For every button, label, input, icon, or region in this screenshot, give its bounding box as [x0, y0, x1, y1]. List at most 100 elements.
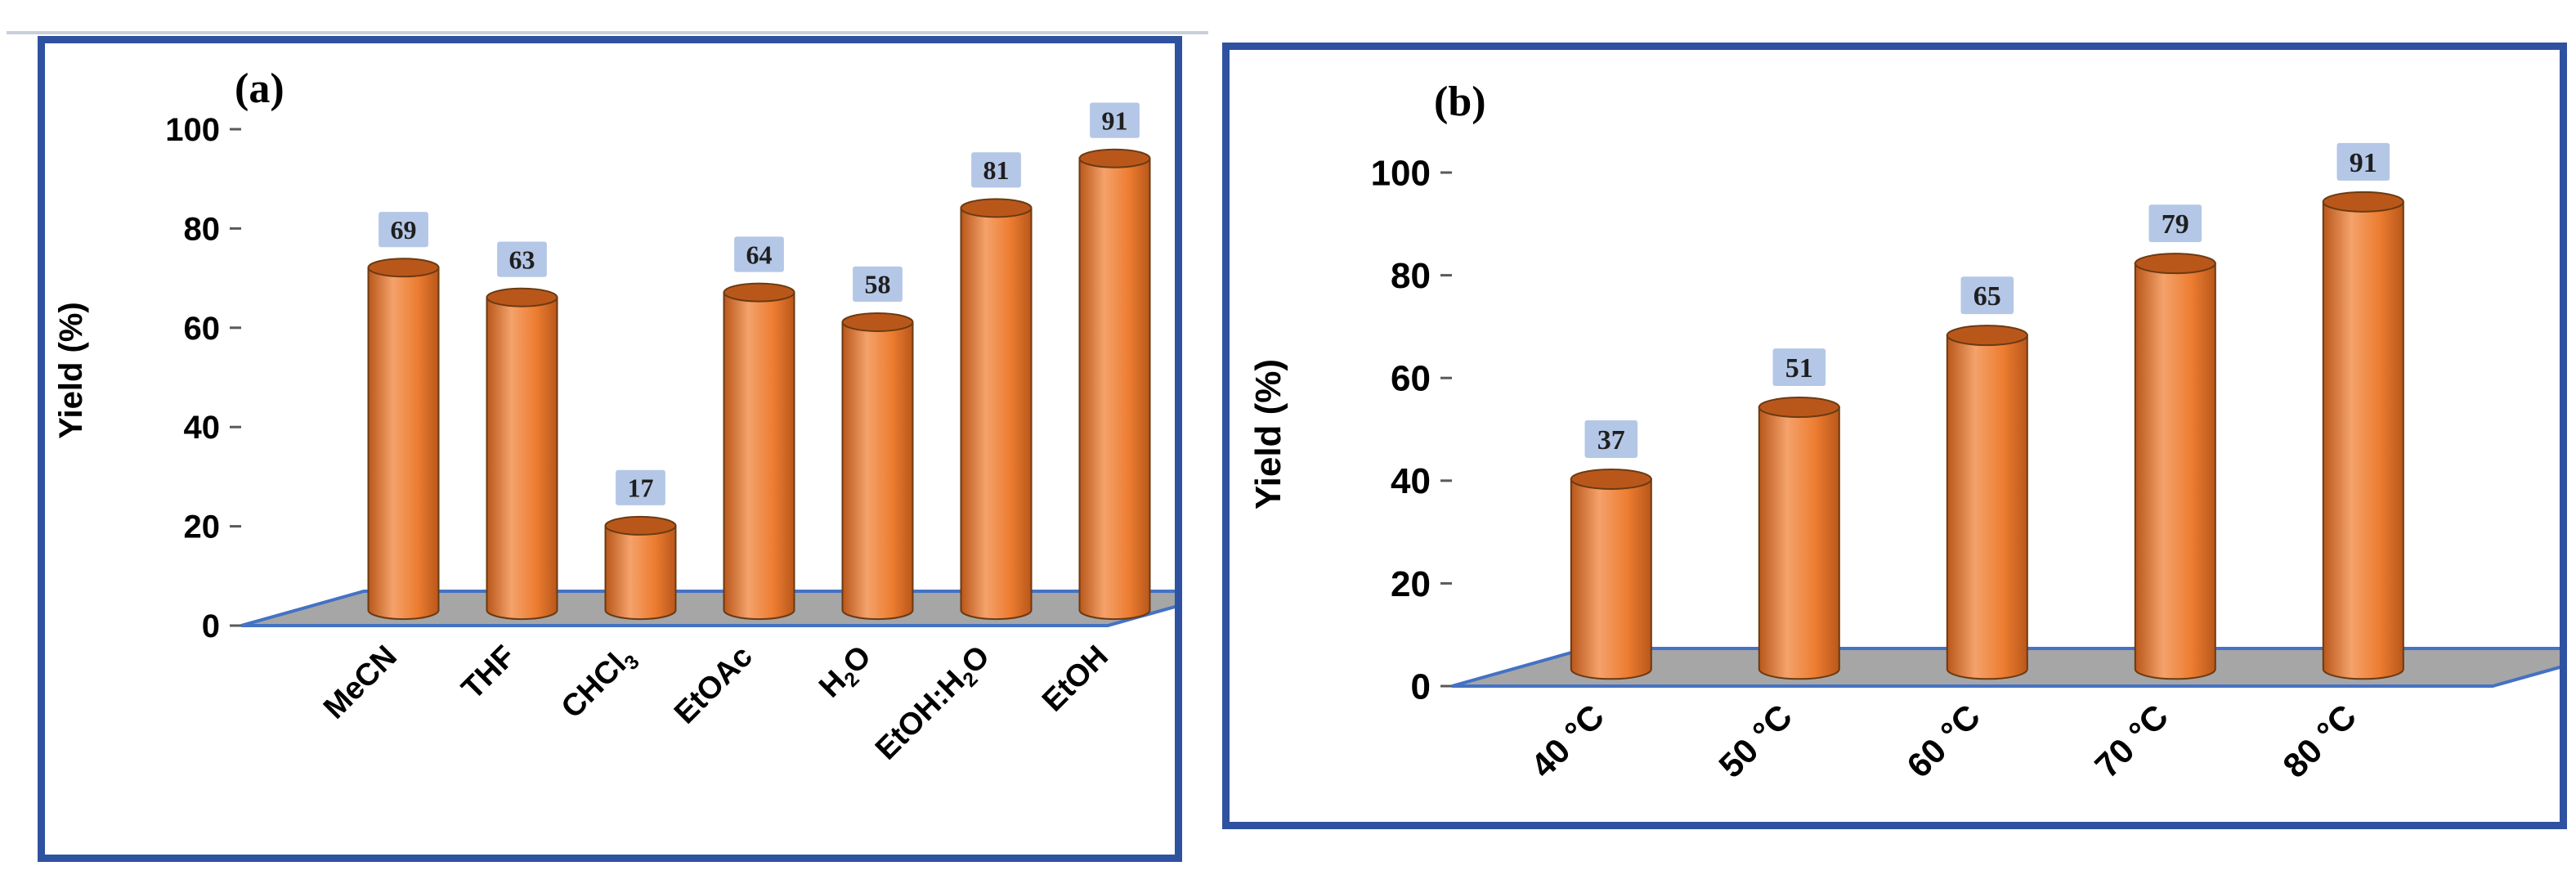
- data-label: 91: [2350, 148, 2377, 178]
- bar-group: 51: [1758, 348, 1840, 680]
- panel-label: (b): [1434, 79, 1486, 125]
- data-label-box: [734, 236, 784, 272]
- bar-group: 37: [1570, 420, 1652, 680]
- data-label-box: [379, 212, 428, 248]
- category-main: THF: [455, 639, 522, 707]
- bar-group: 69: [367, 212, 440, 621]
- data-label: 58: [865, 270, 891, 299]
- bar-top: [367, 258, 440, 278]
- bar-top: [723, 282, 795, 303]
- data-label: 63: [509, 245, 535, 274]
- y-tick-label: 0: [202, 608, 220, 644]
- y-axis-title: Yield (%): [1248, 359, 1288, 509]
- chart-panel-b: 0 20 40 60 80 100 Yield (%) (b) 37 40 °C 51 50 °C 65…: [1222, 43, 2567, 829]
- bar-group: 58: [841, 266, 914, 621]
- x-category-label: 80 °C: [2275, 697, 2363, 785]
- y-tick-label: 60: [1391, 359, 1431, 399]
- bar-top: [841, 312, 914, 333]
- category-main: EtOH: [1036, 639, 1115, 719]
- y-tick-label: 100: [1371, 153, 1431, 193]
- bar-group: 65: [1946, 276, 2028, 680]
- bar-top: [604, 515, 677, 536]
- bar-top: [2322, 191, 2404, 213]
- bar-group: 17: [604, 469, 677, 621]
- bar-top: [1758, 397, 1840, 419]
- bar: [1758, 406, 1840, 680]
- x-category-label: CHCl3: [555, 639, 644, 729]
- bar-group: 91: [2322, 142, 2404, 680]
- chart-a-svg: 0 20 40 60 80 100 Yield (%) (a) 69 MeCN 63 THF 17 CHC…: [53, 65, 1175, 770]
- data-label: 37: [1597, 425, 1625, 455]
- panel-label: (a): [235, 65, 284, 112]
- y-tick-label: 0: [1411, 666, 1431, 707]
- bar: [2322, 200, 2404, 680]
- data-label-box: [1090, 102, 1140, 138]
- floor-plane: [240, 590, 1175, 627]
- category-main: EtOH:H: [869, 664, 971, 766]
- top-divider-line: [7, 31, 1208, 34]
- bar: [1078, 157, 1151, 621]
- data-label: 81: [983, 155, 1010, 185]
- data-label-box: [2336, 142, 2390, 181]
- y-tick-label: 20: [1391, 564, 1431, 604]
- bar: [2134, 262, 2216, 680]
- bar-top: [960, 198, 1033, 218]
- category-main: EtOAc: [668, 639, 759, 731]
- bar-top: [2134, 253, 2216, 275]
- chart-b-svg: 0 20 40 60 80 100 Yield (%) (b) 37 40 °C 51 50 °C 65…: [1248, 79, 2560, 785]
- x-category-label: THF: [455, 639, 522, 707]
- x-category-label: 60 °C: [1899, 697, 1987, 785]
- data-label: 91: [1102, 105, 1128, 135]
- data-label: 17: [628, 473, 654, 503]
- bar-top: [486, 287, 558, 307]
- data-label-box: [1772, 348, 1826, 387]
- bar-top: [1570, 468, 1652, 490]
- bar-group: 81: [960, 152, 1033, 621]
- y-tick-label: 100: [165, 112, 220, 148]
- bar: [960, 207, 1033, 621]
- bar: [486, 296, 558, 621]
- data-label: 79: [2162, 209, 2189, 240]
- y-tick-label: 20: [184, 509, 221, 545]
- bar: [1946, 334, 2028, 680]
- bar: [841, 321, 914, 621]
- data-label-box: [2148, 204, 2202, 243]
- category-main: 50 °C: [1711, 697, 1799, 785]
- y-axis-title: Yield (%): [53, 302, 89, 438]
- x-category-label: EtOAc: [668, 639, 759, 731]
- x-category-label: EtOH:H2O: [869, 639, 1000, 770]
- y-tick-label: 80: [1391, 256, 1431, 296]
- x-category-label: 50 °C: [1711, 697, 1799, 785]
- bar-group: 79: [2134, 204, 2216, 680]
- chart-panel-a: 0 20 40 60 80 100 Yield (%) (a) 69 MeCN 63 THF 17 CHC…: [38, 36, 1182, 862]
- data-label: 51: [1785, 353, 1813, 384]
- category-main: 60 °C: [1899, 697, 1987, 785]
- data-label: 69: [391, 215, 417, 245]
- data-label: 64: [746, 240, 773, 269]
- category-main: MeCN: [317, 639, 404, 726]
- data-label-box: [616, 469, 665, 505]
- y-tick-label: 40: [1391, 461, 1431, 501]
- y-tick-label: 40: [184, 410, 221, 446]
- data-label: 65: [1973, 281, 2001, 312]
- bar: [723, 291, 795, 621]
- x-category-label: 70 °C: [2087, 697, 2175, 785]
- bar: [604, 524, 677, 621]
- y-tick-label: 80: [184, 211, 221, 247]
- category-main: 40 °C: [1523, 697, 1611, 785]
- data-label-box: [971, 152, 1021, 188]
- data-label-box: [497, 241, 547, 277]
- bar: [367, 267, 440, 621]
- bar-group: 63: [486, 241, 558, 621]
- bar-group: 91: [1078, 102, 1151, 621]
- bar-group: 64: [723, 236, 795, 621]
- data-label-box: [1584, 420, 1638, 458]
- data-label-box: [853, 266, 903, 303]
- y-tick-label: 60: [184, 311, 221, 347]
- x-category-label: MeCN: [317, 639, 404, 726]
- bar-top: [1946, 325, 2028, 347]
- x-category-label: 40 °C: [1523, 697, 1611, 785]
- bar: [1570, 478, 1652, 680]
- x-category-label: EtOH: [1036, 639, 1115, 719]
- category-main: 80 °C: [2275, 697, 2363, 785]
